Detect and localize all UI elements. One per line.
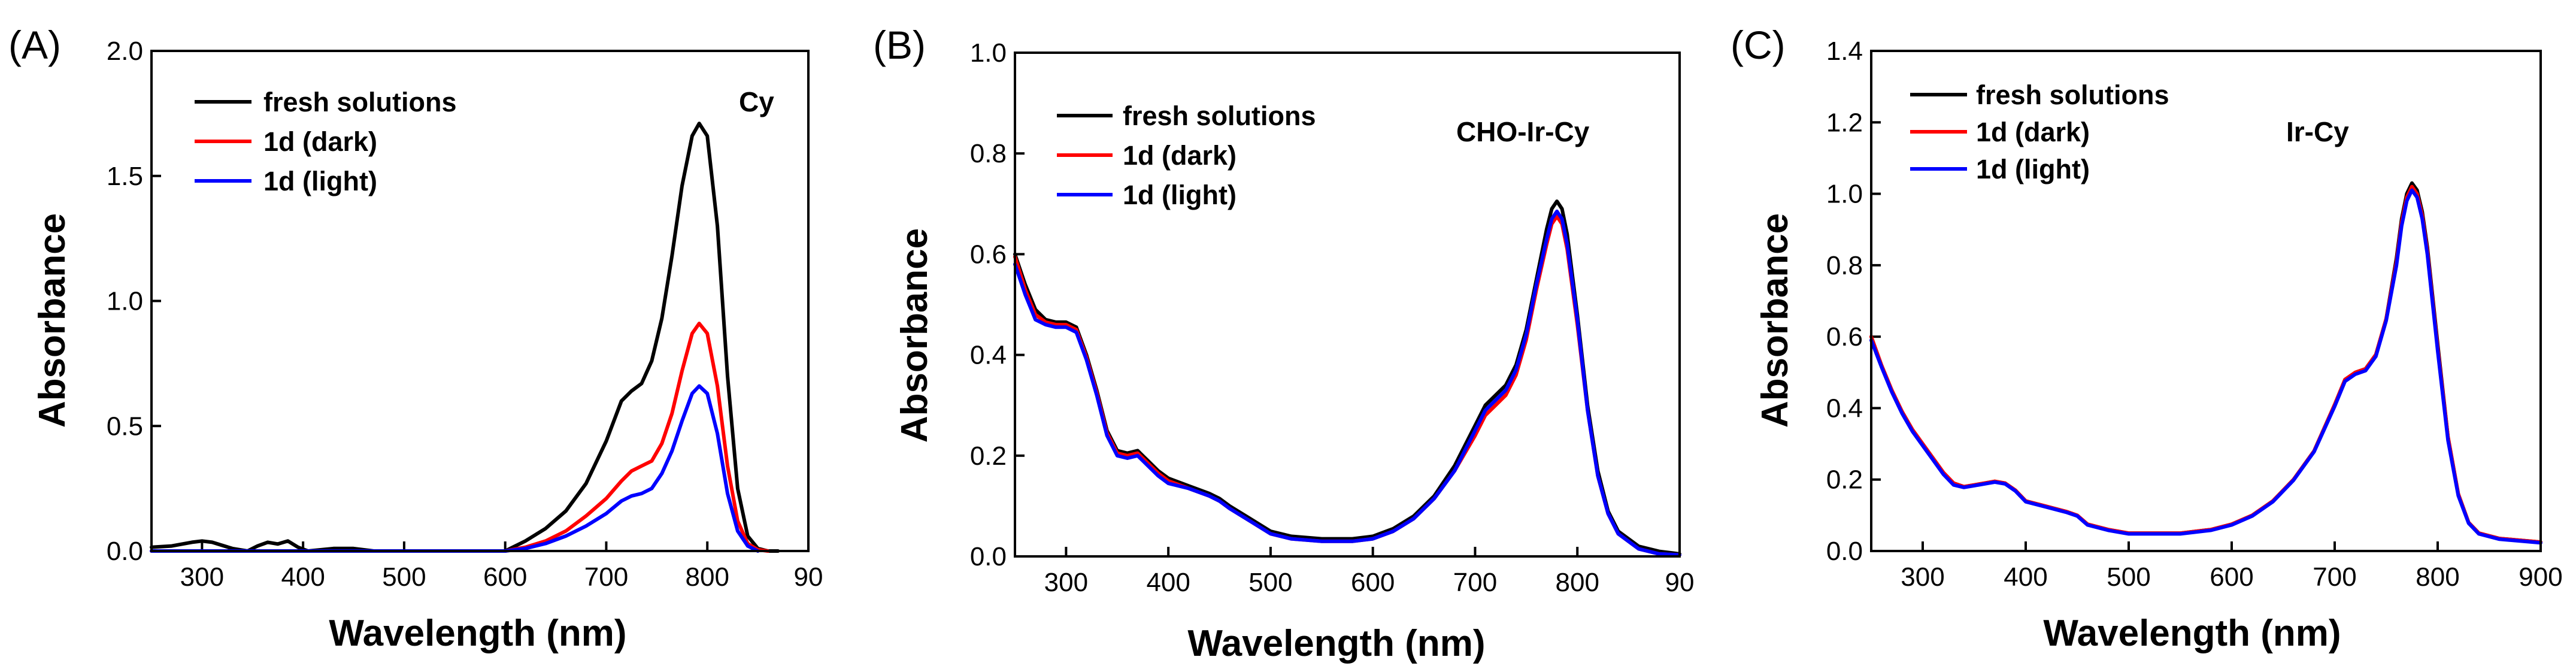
x-tick-label: 400 [281, 562, 325, 592]
x-tick-label: 400 [2004, 562, 2047, 592]
panel-b: (B) Absorbance Wavelength (nm) 300 400 500… [873, 23, 1694, 664]
x-tick-label: 600 [2210, 562, 2253, 592]
series-line-1d-light [1013, 209, 1681, 557]
series-line-fresh-solutions [150, 122, 780, 553]
y-tick-label: 0.6 [1826, 322, 1863, 352]
x-tick-label: 90 [794, 562, 823, 592]
x-tick-label: 300 [180, 562, 224, 592]
tick-group: 300 400 500 600 700 800 90 0.0 0.2 0.4 0.6 0.8 1.0 [970, 38, 1695, 597]
legend-label-dark: 1d (dark) [263, 126, 377, 157]
legend: fresh solutions 1d (dark) 1d (light) [1910, 80, 2169, 184]
y-tick-label: 1.0 [107, 287, 143, 316]
panel-label: (B) [873, 23, 926, 67]
legend-label-light: 1d (light) [1123, 180, 1237, 210]
x-tick-label: 300 [1901, 562, 1944, 592]
x-tick-label: 900 [2519, 562, 2562, 592]
sample-label: Ir-Cy [2286, 116, 2349, 147]
y-tick-label: 1.4 [1826, 37, 1863, 66]
y-tick-label: 0.0 [970, 542, 1007, 571]
y-tick-label: 0.5 [107, 411, 143, 441]
y-tick-label: 0.0 [1826, 537, 1863, 566]
y-axis-title: Absorbance [32, 213, 73, 428]
y-tick-label: 0.8 [970, 139, 1007, 168]
x-tick-label: 800 [2416, 562, 2459, 592]
x-tick-label: 800 [1556, 568, 1599, 597]
series-line-1d-light [150, 384, 760, 553]
y-tick-label: 1.0 [1826, 180, 1863, 209]
x-axis-title: Wavelength (nm) [2043, 613, 2341, 654]
y-axis-title: Absorbance [894, 228, 935, 443]
series-line-1d-light [1869, 188, 2542, 545]
series-group [1869, 181, 2542, 545]
y-tick-label: 1.2 [1826, 108, 1863, 137]
tick-group: 300 400 500 600 700 800 900 0.0 0.2 0.4 0.6 0.8 1.0 1… [1826, 37, 2563, 592]
sample-label: Cy [739, 86, 774, 117]
legend-label-light: 1d (light) [1976, 154, 2090, 184]
legend-label-fresh: fresh solutions [1976, 80, 2169, 110]
y-tick-label: 0.2 [970, 441, 1007, 471]
y-tick-label: 2.0 [107, 37, 143, 66]
x-tick-label: 500 [382, 562, 426, 592]
x-tick-label: 700 [1453, 568, 1497, 597]
y-tick-label: 0.6 [970, 240, 1007, 269]
y-tick-label: 0.0 [107, 537, 143, 566]
y-tick-label: 1.0 [970, 38, 1007, 68]
legend-label-fresh: fresh solutions [263, 87, 457, 117]
sample-label: CHO-Ir-Cy [1456, 116, 1590, 147]
x-tick-label: 800 [686, 562, 729, 592]
legend-label-dark: 1d (dark) [1123, 140, 1237, 171]
x-tick-label: 600 [1351, 568, 1395, 597]
panel-a: (A) Absorbance Wavelength (nm) 300 400 500… [8, 23, 823, 654]
y-tick-label: 0.2 [1826, 465, 1863, 495]
series-group [1013, 199, 1681, 557]
legend-label-dark: 1d (dark) [1976, 117, 2090, 147]
x-tick-label: 500 [1248, 568, 1292, 597]
legend-label-light: 1d (light) [263, 166, 377, 196]
y-tick-label: 1.5 [107, 162, 143, 191]
panel-c: (C) Absorbance Wavelength (nm) 300 400 500… [1731, 23, 2563, 654]
series-line-fresh-solutions [1013, 199, 1681, 556]
x-axis-title: Wavelength (nm) [1187, 623, 1485, 664]
x-tick-label: 300 [1044, 568, 1088, 597]
series-group [150, 122, 780, 553]
series-line-1d-dark [1013, 214, 1681, 557]
plot-frame [1870, 50, 2542, 552]
y-tick-label: 0.4 [970, 341, 1007, 370]
panel-label: (C) [1731, 23, 1786, 67]
x-axis-title: Wavelength (nm) [329, 613, 626, 654]
x-tick-label: 700 [2313, 562, 2356, 592]
x-tick-label: 90 [1665, 568, 1695, 597]
x-tick-label: 700 [584, 562, 628, 592]
x-tick-label: 500 [2107, 562, 2150, 592]
x-tick-label: 600 [483, 562, 527, 592]
plot-frame [1014, 52, 1681, 558]
y-tick-label: 0.4 [1826, 393, 1863, 423]
legend-label-fresh: fresh solutions [1123, 101, 1316, 131]
y-tick-label: 0.8 [1826, 251, 1863, 280]
panel-label: (A) [8, 23, 61, 67]
legend: fresh solutions 1d (dark) 1d (light) [195, 87, 457, 196]
y-axis-title: Absorbance [1754, 213, 1796, 428]
plot-frame [150, 50, 810, 552]
x-tick-label: 400 [1146, 568, 1190, 597]
tick-group: 300 400 500 600 700 800 90 0.0 0.5 1.0 1.5 2.0 [107, 37, 823, 592]
series-line-1d-dark [150, 322, 770, 553]
legend: fresh solutions 1d (dark) 1d (light) [1057, 101, 1316, 210]
